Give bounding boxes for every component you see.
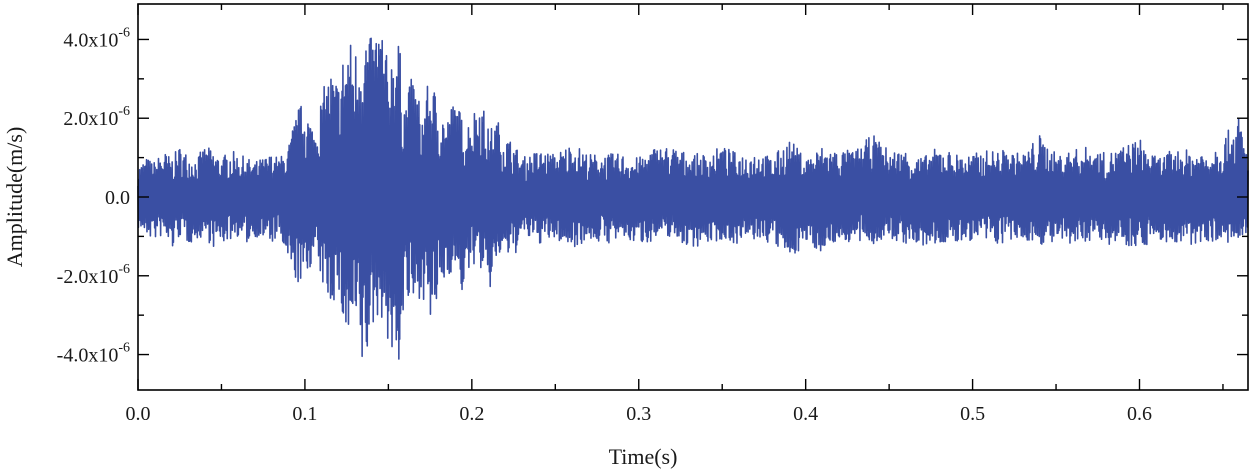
x-axis-title: Time(s) <box>609 444 678 469</box>
plot-area <box>137 37 1249 360</box>
y-tick-label: 0.0 <box>105 187 130 209</box>
x-tick-label: 0.0 <box>126 403 151 425</box>
series-line-0 <box>137 37 1249 360</box>
y-tick-label: -2.0x10-6 <box>57 262 130 288</box>
x-tick-label: 0.5 <box>960 403 985 425</box>
x-tick-label: 0.6 <box>1127 403 1152 425</box>
y-axis: -4.0x10-6 -2.0x10-6 0.0 2.0x10-6 4.0x10-6 <box>57 25 1248 367</box>
x-tick-label: 0.3 <box>626 403 651 425</box>
y-axis-title: Amplitude(m/s) <box>2 127 27 268</box>
y-tick-label: 2.0x10-6 <box>63 104 130 130</box>
x-tick-label: 0.2 <box>459 403 484 425</box>
x-tick-label: 0.1 <box>292 403 317 425</box>
y-tick-label: 4.0x10-6 <box>63 25 130 51</box>
x-tick-label: 0.4 <box>793 403 818 425</box>
x-axis: 0.0 0.1 0.2 0.3 0.4 0.5 0.6 <box>126 4 1224 425</box>
y-tick-label: -4.0x10-6 <box>57 341 130 367</box>
